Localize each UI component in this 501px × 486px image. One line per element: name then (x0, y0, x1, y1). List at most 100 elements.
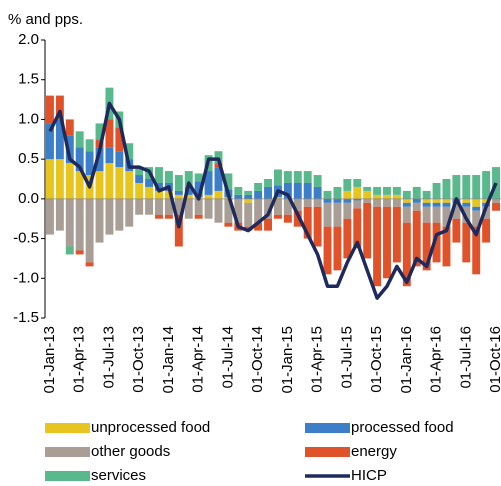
y-tick-label: 1.5 (18, 71, 39, 88)
bar (422, 190, 431, 199)
bar (383, 194, 391, 199)
bar (392, 206, 401, 263)
y-tick-label: 0.5 (18, 150, 39, 167)
bar (273, 214, 282, 219)
bar (194, 198, 203, 215)
bar (422, 198, 431, 203)
bar (273, 198, 282, 215)
legend-swatch (45, 447, 90, 457)
bar (293, 210, 302, 227)
bar (125, 198, 134, 227)
y-tick-label: 1.0 (18, 110, 39, 127)
bar (244, 202, 253, 227)
bar (95, 171, 104, 199)
bar (353, 198, 362, 201)
bar (293, 198, 302, 211)
bar (442, 202, 451, 207)
bar (55, 198, 64, 231)
bar (214, 190, 223, 199)
bar (373, 186, 382, 195)
bar (244, 194, 253, 199)
y-tick-label: 2.0 (18, 31, 39, 48)
bar (412, 210, 421, 267)
bar (472, 175, 481, 199)
bar (204, 171, 213, 195)
bar (95, 123, 104, 140)
bar (105, 163, 114, 199)
legend-label: other goods (91, 443, 170, 460)
bar (353, 186, 362, 199)
bar (244, 190, 253, 195)
bar (412, 186, 421, 199)
bar (293, 182, 302, 199)
bar (184, 171, 193, 187)
bar (155, 198, 163, 215)
x-tick-label: 01-Oct-16 (487, 326, 501, 393)
x-tick-label: 01-Jan-15 (279, 326, 296, 394)
bar (373, 206, 382, 287)
bar (45, 198, 54, 235)
x-tick-label: 01-Jan-14 (160, 326, 177, 394)
bar (75, 198, 84, 251)
bar (462, 198, 471, 203)
bar (45, 159, 54, 199)
x-tick-label: 01-Oct-13 (130, 326, 147, 393)
bar (155, 214, 163, 219)
y-tick-label: -1.5 (13, 309, 39, 326)
bar (472, 206, 481, 211)
bar (234, 194, 243, 199)
bar (145, 186, 154, 199)
bar (164, 214, 173, 219)
bar (432, 198, 441, 203)
bar (184, 198, 193, 219)
bar (462, 222, 471, 263)
bar (145, 179, 154, 187)
bar (234, 186, 243, 195)
bar (452, 218, 461, 243)
bar (174, 175, 183, 191)
y-tick-label: 0.0 (18, 190, 39, 207)
x-tick-label: 01-Apr-16 (428, 326, 445, 393)
bar (303, 171, 312, 183)
bar (95, 198, 104, 243)
bar (75, 131, 84, 148)
bar (343, 202, 352, 219)
x-tick-label: 01-Apr-14 (190, 326, 207, 393)
bar (313, 198, 322, 207)
x-tick-label: 01-Jan-13 (41, 326, 58, 394)
bar (422, 206, 431, 223)
bar (472, 226, 481, 275)
bar (402, 202, 411, 207)
bar (343, 190, 352, 199)
legend-label: processed food (351, 419, 454, 436)
bar (323, 226, 332, 275)
bar (224, 173, 233, 190)
bar (482, 206, 491, 219)
bar (224, 198, 233, 223)
bar (214, 151, 223, 164)
bar (432, 202, 441, 207)
bar (333, 226, 342, 271)
bar (432, 182, 441, 199)
bar (323, 198, 332, 203)
legend-label: HICP (351, 467, 387, 484)
bar (472, 210, 481, 227)
bar (313, 186, 322, 199)
x-tick-label: 01-Oct-15 (368, 326, 385, 393)
bar (323, 190, 332, 199)
bar (85, 262, 94, 267)
x-tick-label: 01-Jul-14 (219, 326, 236, 389)
x-tick-label: 01-Jul-13 (100, 326, 117, 389)
x-tick-label: 01-Jul-16 (457, 326, 474, 389)
bar (194, 181, 203, 198)
bar (75, 147, 84, 172)
bar (135, 198, 144, 215)
bar (492, 198, 501, 203)
bar (125, 171, 134, 199)
bar (85, 139, 94, 152)
legend-label: unprocessed food (91, 419, 210, 436)
bar (125, 143, 134, 160)
bar (422, 222, 431, 271)
bar (462, 175, 471, 199)
